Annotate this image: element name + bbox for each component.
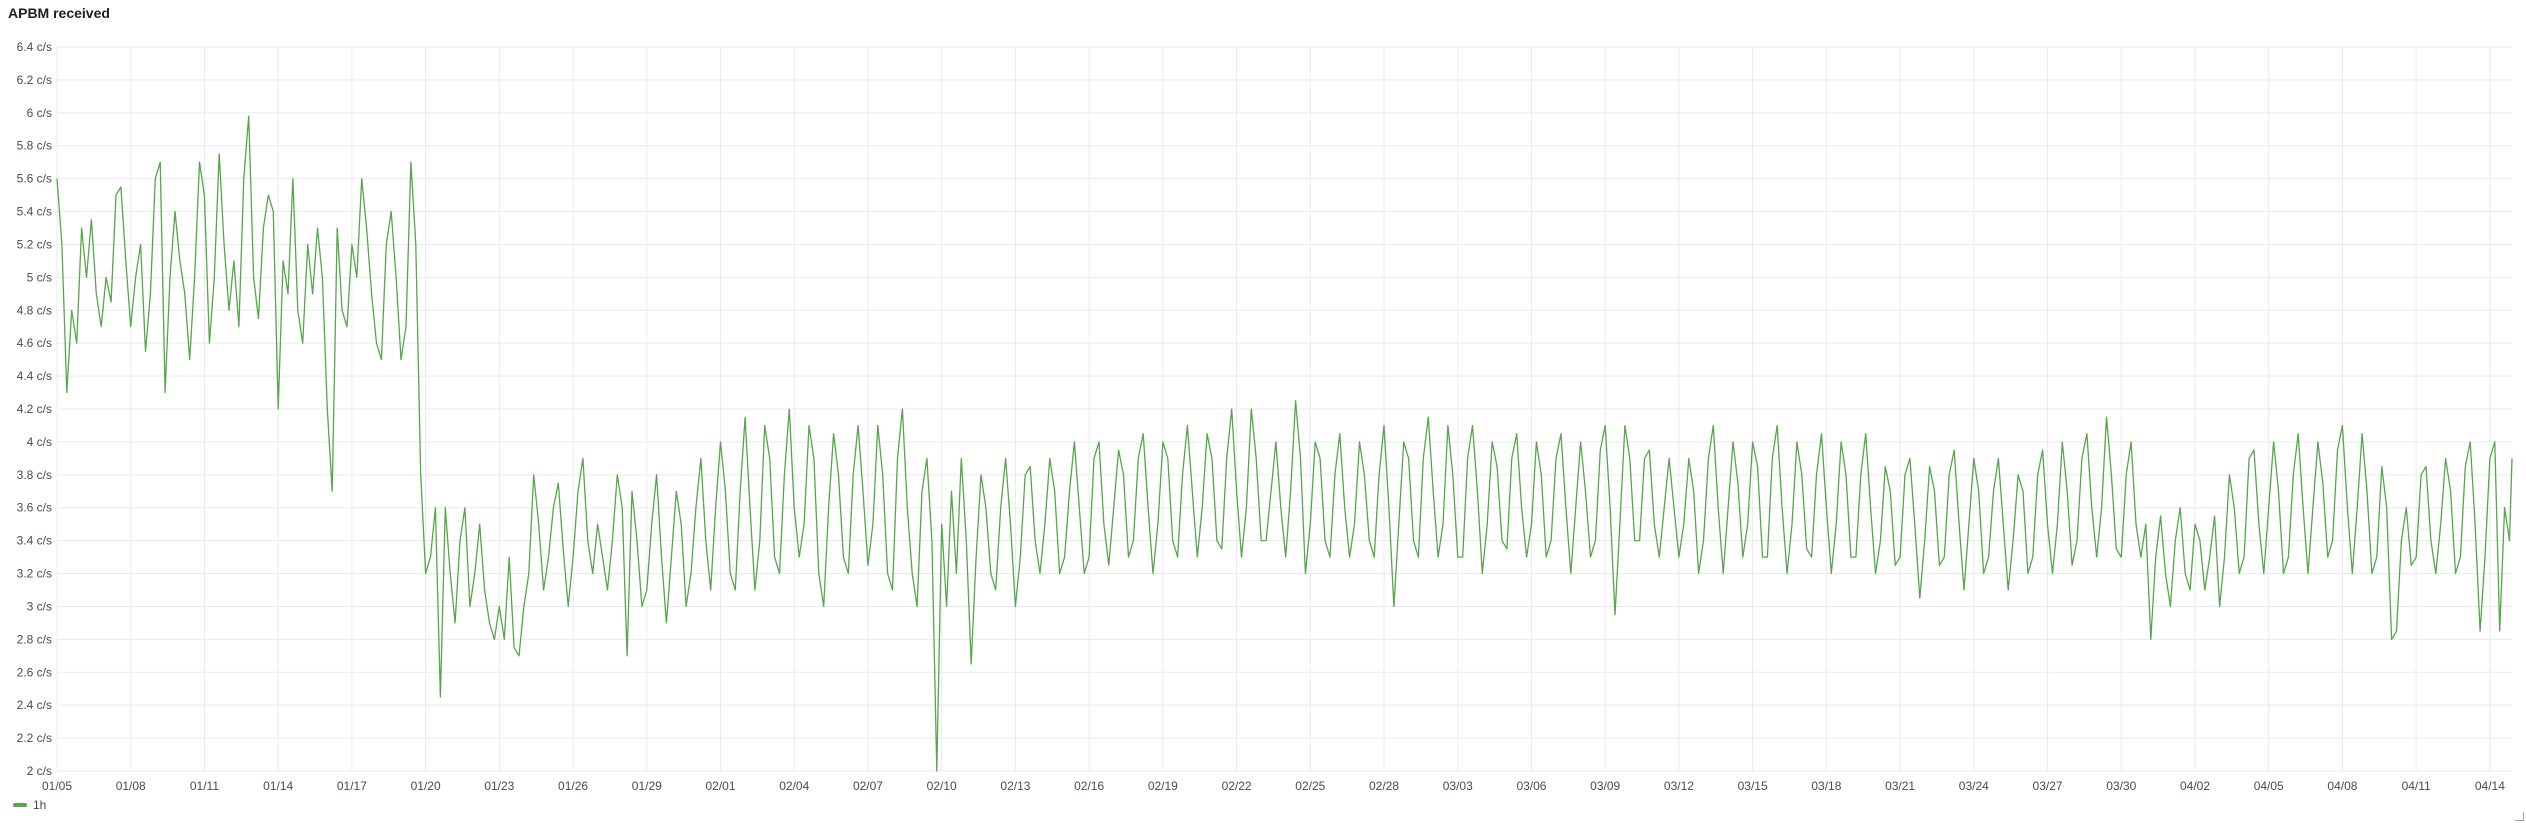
y-tick-label: 3.2 c/s bbox=[17, 567, 52, 581]
y-tick-label: 4.8 c/s bbox=[17, 303, 52, 317]
x-tick-label: 02/25 bbox=[1295, 779, 1325, 793]
series-layer bbox=[56, 115, 2513, 772]
y-tick-label: 5 c/s bbox=[27, 270, 52, 284]
x-tick-label: 01/20 bbox=[411, 779, 441, 793]
legend-label[interactable]: 1h bbox=[33, 798, 47, 812]
y-tick-label: 6.2 c/s bbox=[17, 73, 52, 87]
y-tick-label: 3.4 c/s bbox=[17, 534, 52, 548]
y-tick-label: 2.2 c/s bbox=[17, 731, 52, 745]
x-tick-label: 03/03 bbox=[1443, 779, 1473, 793]
x-tick-label: 01/23 bbox=[484, 779, 514, 793]
y-axis: 6.4 c/s 6.2 c/s 6 c/s 5.8 c/s 5.6 c/s 5.4 c/s… bbox=[17, 40, 52, 778]
y-tick-label: 2.8 c/s bbox=[17, 632, 52, 646]
y-tick-label: 6 c/s bbox=[27, 106, 52, 120]
grid bbox=[56, 46, 2512, 772]
y-tick-label: 3.6 c/s bbox=[17, 501, 52, 515]
x-tick-label: 03/15 bbox=[1738, 779, 1768, 793]
x-tick-label: 01/08 bbox=[116, 779, 146, 793]
y-tick-label: 5.8 c/s bbox=[17, 139, 52, 153]
x-tick-label: 01/26 bbox=[558, 779, 588, 793]
y-tick-label: 5.6 c/s bbox=[17, 172, 52, 186]
y-tick-label: 2.4 c/s bbox=[17, 698, 52, 712]
legend[interactable]: 1h bbox=[13, 798, 46, 812]
x-tick-label: 03/18 bbox=[1811, 779, 1841, 793]
x-axis: 01/05 01/08 01/11 01/14 01/17 01/20 01/23 01/26… bbox=[42, 779, 2505, 793]
x-tick-label: 02/19 bbox=[1148, 779, 1178, 793]
y-tick-label: 4.6 c/s bbox=[17, 336, 52, 350]
y-tick-label: 4 c/s bbox=[27, 435, 52, 449]
x-tick-label: 01/14 bbox=[263, 779, 293, 793]
y-tick-label: 4.2 c/s bbox=[17, 402, 52, 416]
y-tick-label: 5.2 c/s bbox=[17, 237, 52, 251]
x-tick-label: 01/17 bbox=[337, 779, 367, 793]
y-tick-label: 3.8 c/s bbox=[17, 468, 52, 482]
x-tick-label: 03/09 bbox=[1590, 779, 1620, 793]
y-tick-label: 4.4 c/s bbox=[17, 369, 52, 383]
x-tick-label: 03/30 bbox=[2106, 779, 2136, 793]
legend-swatch bbox=[13, 803, 27, 807]
series-line-1h[interactable] bbox=[56, 115, 2513, 772]
x-tick-label: 03/21 bbox=[1885, 779, 1915, 793]
x-tick-label: 02/13 bbox=[1000, 779, 1030, 793]
resize-handle-icon[interactable] bbox=[2515, 812, 2524, 821]
x-tick-label: 01/11 bbox=[190, 779, 219, 793]
x-tick-label: 01/05 bbox=[42, 779, 72, 793]
x-tick-label: 02/16 bbox=[1074, 779, 1104, 793]
x-tick-label: 02/28 bbox=[1369, 779, 1399, 793]
y-tick-label: 6.4 c/s bbox=[17, 40, 52, 54]
x-tick-label: 02/07 bbox=[853, 779, 883, 793]
x-tick-label: 04/05 bbox=[2254, 779, 2284, 793]
y-tick-label: 2.6 c/s bbox=[17, 665, 52, 679]
x-tick-label: 02/10 bbox=[927, 779, 957, 793]
x-tick-label: 03/12 bbox=[1664, 779, 1694, 793]
x-tick-label: 03/06 bbox=[1516, 779, 1546, 793]
y-tick-label: 2 c/s bbox=[27, 764, 52, 778]
x-tick-label: 04/11 bbox=[2402, 779, 2431, 793]
y-tick-label: 5.4 c/s bbox=[17, 205, 52, 219]
y-tick-label: 3 c/s bbox=[27, 599, 52, 613]
x-tick-label: 03/27 bbox=[2033, 779, 2063, 793]
x-tick-label: 02/04 bbox=[779, 779, 809, 793]
x-tick-label: 02/22 bbox=[1222, 779, 1252, 793]
panel-title[interactable]: APBM received bbox=[8, 5, 110, 21]
x-tick-label: 04/14 bbox=[2475, 779, 2505, 793]
x-tick-label: 03/24 bbox=[1959, 779, 1989, 793]
x-tick-label: 01/29 bbox=[632, 779, 662, 793]
x-tick-label: 02/01 bbox=[705, 779, 735, 793]
x-tick-label: 04/08 bbox=[2327, 779, 2357, 793]
x-tick-label: 04/02 bbox=[2180, 779, 2210, 793]
